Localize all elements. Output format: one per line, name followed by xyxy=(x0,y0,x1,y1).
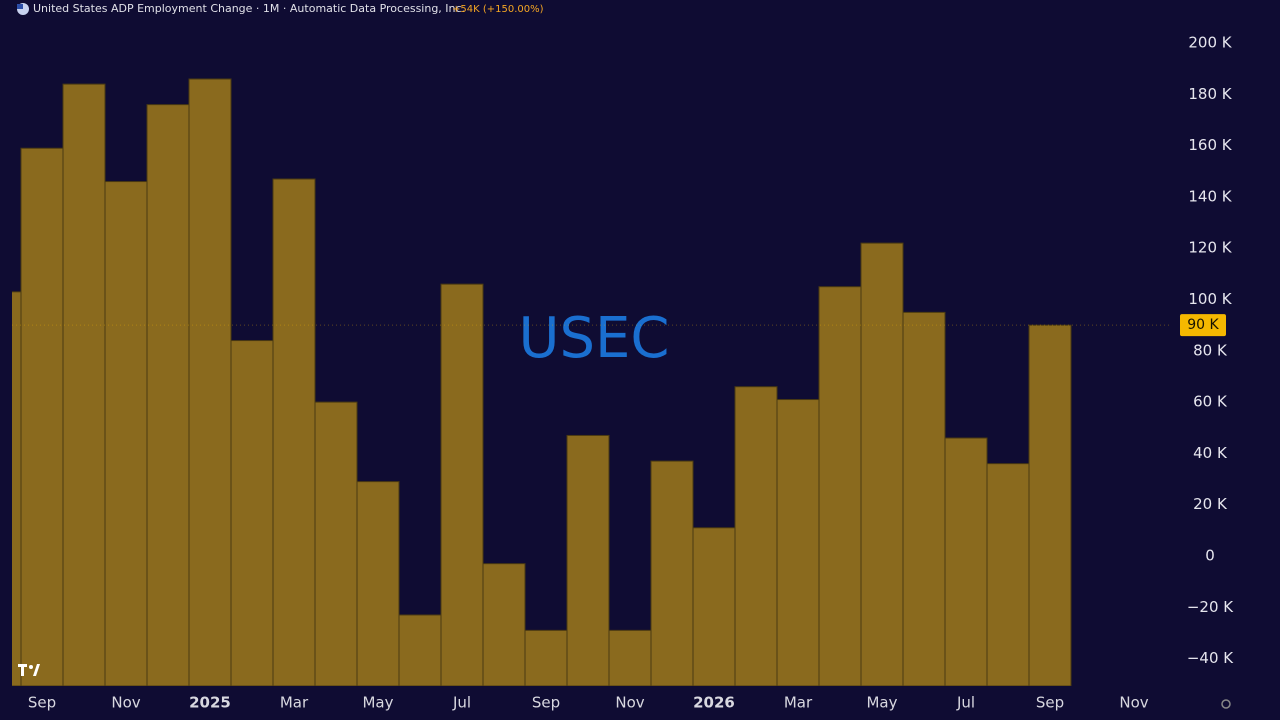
bar xyxy=(104,181,148,686)
bar xyxy=(20,147,64,686)
tv-logo xyxy=(18,664,40,676)
last-value-label: 90 K xyxy=(1187,317,1219,333)
flag-canton xyxy=(17,4,23,9)
plot-area xyxy=(12,78,1072,686)
x-tick-label: Sep xyxy=(532,694,560,712)
y-tick-label: 140 K xyxy=(1188,187,1232,205)
x-tick-label: 2025 xyxy=(189,694,231,712)
bar xyxy=(524,629,568,686)
bar xyxy=(272,178,316,686)
x-tick-label: May xyxy=(866,694,897,712)
bar xyxy=(692,527,736,686)
y-tick-label: −20 K xyxy=(1187,598,1234,616)
settings-icon[interactable] xyxy=(1221,699,1231,709)
change-label: +54K (+150.00%) xyxy=(452,4,544,15)
bar xyxy=(1028,324,1072,686)
x-tick-label: Jul xyxy=(956,694,975,712)
bar xyxy=(860,242,904,686)
x-tick-label: Mar xyxy=(784,694,813,712)
last-value-badge xyxy=(1180,314,1226,337)
y-tick-label: 80 K xyxy=(1193,341,1228,359)
bar xyxy=(398,614,442,686)
y-tick-label: 180 K xyxy=(1188,85,1232,103)
y-tick-label: 0 xyxy=(1205,546,1215,564)
bar xyxy=(818,286,862,686)
bar xyxy=(314,401,358,686)
bar xyxy=(188,78,232,686)
bar xyxy=(608,629,652,686)
y-tick-label: 20 K xyxy=(1193,495,1228,513)
bar xyxy=(356,481,400,686)
bar xyxy=(734,386,778,686)
bar xyxy=(62,83,106,686)
x-tick-label: Nov xyxy=(615,694,644,712)
watermark: USEC xyxy=(518,306,669,371)
bar xyxy=(440,283,484,686)
x-tick-label: Nov xyxy=(1119,694,1148,712)
x-tick-label: Sep xyxy=(28,694,56,712)
bar xyxy=(902,311,946,686)
bar xyxy=(566,434,610,686)
bar xyxy=(986,463,1030,686)
x-tick-label: Mar xyxy=(280,694,309,712)
bar xyxy=(650,460,694,686)
bar xyxy=(944,437,988,686)
x-tick-label: May xyxy=(362,694,393,712)
bar xyxy=(776,399,820,686)
x-tick-label: Sep xyxy=(1036,694,1064,712)
y-tick-label: 100 K xyxy=(1188,290,1232,308)
x-tick-label: Nov xyxy=(111,694,140,712)
bar xyxy=(482,563,526,686)
chart-title: United States ADP Employment Change · 1M… xyxy=(33,2,465,15)
bar xyxy=(230,340,274,686)
bar xyxy=(146,104,190,686)
x-tick-label: 2026 xyxy=(693,694,735,712)
y-tick-label: 40 K xyxy=(1193,444,1228,462)
y-tick-label: 120 K xyxy=(1188,239,1232,257)
y-tick-label: −40 K xyxy=(1187,649,1234,667)
x-tick-label: Jul xyxy=(452,694,471,712)
y-tick-label: 160 K xyxy=(1188,136,1232,154)
y-tick-label: 200 K xyxy=(1188,34,1232,52)
y-tick-label: 60 K xyxy=(1193,393,1228,411)
